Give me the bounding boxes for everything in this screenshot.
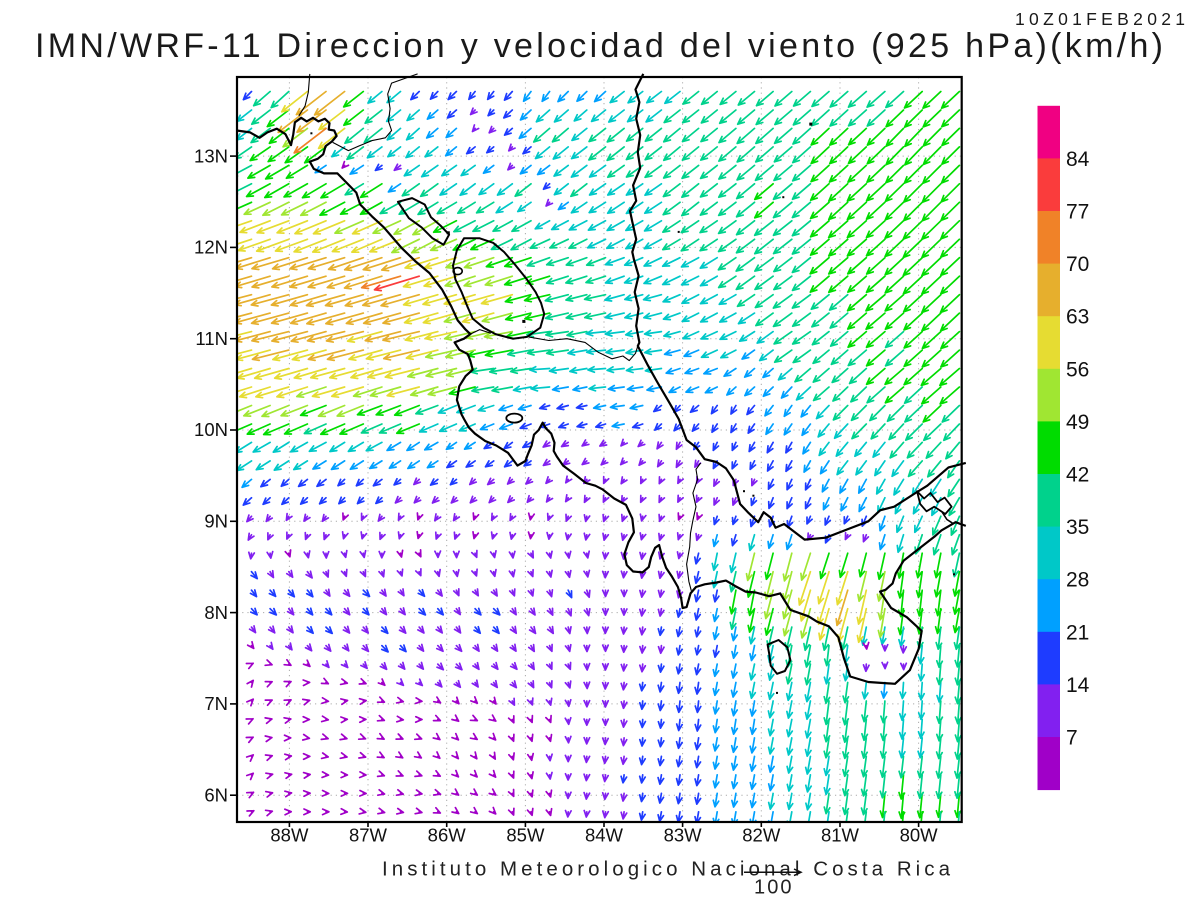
svg-text:100: 100 [754,877,792,899]
svg-text:82W: 82W [742,825,781,846]
svg-text:49: 49 [1066,411,1089,434]
svg-text:8N: 8N [204,602,228,623]
svg-text:84: 84 [1066,148,1090,171]
svg-text:11N: 11N [195,328,228,349]
svg-text:6N: 6N [204,784,228,805]
svg-text:9N: 9N [204,511,228,532]
svg-text:Instituto Meteorologico Nacion: Instituto Meteorologico Nacional Costa R… [382,858,951,881]
svg-text:13N: 13N [194,145,228,166]
svg-text:28: 28 [1066,569,1089,592]
svg-text:88W: 88W [270,825,309,846]
svg-text:63: 63 [1066,306,1089,329]
svg-text:42: 42 [1066,464,1089,487]
svg-text:70: 70 [1066,253,1089,276]
svg-text:86W: 86W [428,825,467,846]
svg-text:12N: 12N [194,237,228,258]
svg-text:14: 14 [1066,674,1090,697]
svg-text:83W: 83W [664,825,703,846]
svg-text:84W: 84W [585,825,624,846]
svg-text:56: 56 [1066,358,1089,381]
svg-text:80W: 80W [900,825,939,846]
svg-text:21: 21 [1066,621,1089,644]
svg-text:87W: 87W [349,825,388,846]
svg-text:7: 7 [1066,727,1078,750]
svg-text:77: 77 [1066,201,1089,224]
svg-text:10N: 10N [194,419,228,440]
svg-text:35: 35 [1066,516,1089,539]
svg-text:85W: 85W [506,825,545,846]
svg-text:7N: 7N [204,693,228,714]
svg-text:81W: 81W [821,825,860,846]
